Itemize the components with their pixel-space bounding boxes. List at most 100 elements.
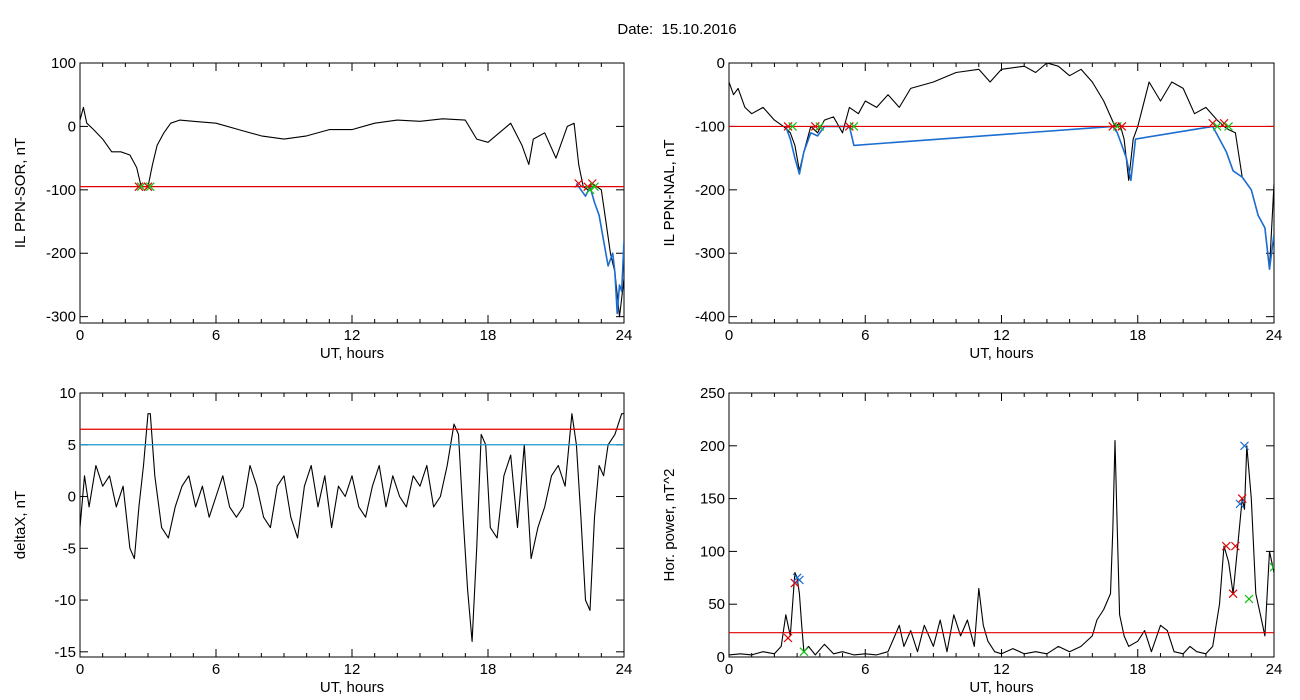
y-tick-label: 0: [68, 118, 76, 135]
marker-stroke: [145, 182, 155, 192]
marker-green: [799, 647, 809, 657]
marker-green: [590, 182, 599, 192]
marker-stroke: [788, 121, 798, 131]
marker-green: [585, 185, 595, 195]
marker-green: [849, 121, 859, 131]
marker-stroke: [799, 647, 809, 657]
marker-blue: [794, 575, 804, 585]
marker-red: [1237, 494, 1247, 504]
y-tick-label: 0: [68, 489, 76, 506]
y-tick-label: -100: [46, 182, 76, 199]
y-tick-label: 10: [59, 385, 76, 402]
x-tick-label: 0: [725, 661, 733, 678]
y-tick-label: 0: [717, 649, 725, 666]
y-axis-title: Hor. power, nT^2: [661, 469, 678, 582]
marker-blue: [1235, 499, 1245, 509]
series-line-blue: [785, 125, 1274, 270]
marker-stroke: [783, 633, 793, 643]
x-tick-label: 18: [1129, 661, 1146, 678]
x-tick-label: 0: [725, 327, 733, 344]
series-line-black: [80, 413, 624, 643]
y-tick-label: 150: [700, 491, 725, 508]
marker-stroke: [585, 185, 595, 195]
x-tick-label: 12: [344, 661, 361, 678]
plot-data: [80, 106, 624, 318]
x-tick-label: 12: [344, 327, 361, 344]
x-tick-label: 18: [480, 661, 497, 678]
chart-panel-power: 0 6 12 18 24 250 200 150 100 50 0 UT, hours Hor. pow…: [661, 385, 1282, 696]
marker-red: [790, 578, 800, 588]
series-line-blue: [575, 183, 624, 315]
marker-stroke: [1212, 121, 1222, 131]
marker-stroke: [590, 182, 599, 192]
marker-stroke: [1244, 594, 1254, 604]
y-tick-label: -5: [63, 540, 76, 557]
x-tick-label: 18: [1129, 327, 1146, 344]
x-tick-label: 24: [616, 661, 633, 678]
marker-stroke: [794, 575, 804, 585]
marker-stroke: [143, 182, 153, 192]
marker-green: [1212, 121, 1222, 131]
y-tick-label: -300: [695, 245, 725, 262]
y-tick-label: 200: [700, 438, 725, 455]
y-tick-label: -400: [695, 309, 725, 326]
marker-stroke: [1221, 541, 1231, 551]
marker-red: [143, 182, 153, 192]
marker-red: [574, 179, 584, 188]
x-tick-label: 24: [1266, 327, 1283, 344]
series-line-black: [80, 106, 624, 318]
plot-data: [729, 63, 1274, 270]
marker-stroke: [1117, 121, 1127, 131]
y-tick-label: -300: [46, 309, 76, 326]
y-tick-label: 5: [68, 437, 76, 454]
x-tick-label: 0: [76, 661, 84, 678]
x-axis-title: UT, hours: [969, 679, 1033, 696]
marker-stroke: [587, 179, 597, 188]
marker-stroke: [1219, 118, 1229, 128]
y-tick-label: -100: [695, 118, 725, 135]
marker-green: [145, 182, 155, 192]
marker-stroke: [1228, 589, 1238, 599]
marker-green: [136, 182, 146, 192]
series-line-black: [729, 439, 1274, 656]
x-tick-label: 6: [212, 327, 220, 344]
y-tick-label: 50: [708, 596, 725, 613]
marker-red: [1221, 541, 1231, 551]
marker-red: [1208, 118, 1218, 128]
plot-data: [80, 413, 624, 643]
marker-green: [788, 121, 798, 131]
chart-panel-deltax: 0 6 12 18 24 10 5 0 -5 -10 -15 UT, hours deltaX, nT: [12, 385, 632, 696]
marker-red: [783, 633, 793, 643]
marker-green: [815, 121, 825, 131]
marker-stroke: [1237, 494, 1247, 504]
marker-stroke: [583, 182, 593, 192]
x-tick-label: 12: [993, 661, 1010, 678]
x-tick-label: 6: [861, 661, 869, 678]
marker-green: [1269, 562, 1274, 572]
plot-frame: [728, 62, 1275, 324]
marker-stroke: [1269, 566, 1274, 572]
series-line-black: [729, 63, 1274, 270]
y-tick-label: -200: [46, 245, 76, 262]
marker-red: [1230, 541, 1240, 551]
x-tick-label: 18: [480, 327, 497, 344]
marker-stroke: [1230, 541, 1240, 551]
chart-panel-sor: 0 6 12 18 24 100 0 -100 -200 -300 UT, hours IL PPN-…: [12, 55, 632, 362]
x-axis-title: UT, hours: [969, 345, 1033, 362]
y-axis-title: IL PPN-NAL, nT: [661, 140, 678, 247]
marker-red: [1117, 121, 1127, 131]
marker-red: [1228, 589, 1238, 599]
plot-frame: [79, 62, 625, 324]
marker-red: [134, 182, 144, 192]
plot-data: [729, 439, 1274, 657]
x-tick-label: 0: [76, 327, 84, 344]
marker-stroke: [134, 182, 144, 192]
y-tick-label: -200: [695, 182, 725, 199]
marker-blue: [1240, 441, 1249, 451]
x-tick-label: 6: [861, 327, 869, 344]
x-axis-title: UT, hours: [320, 679, 384, 696]
marker-stroke: [1269, 562, 1274, 569]
x-tick-label: 6: [212, 661, 220, 678]
x-axis-title: UT, hours: [320, 345, 384, 362]
